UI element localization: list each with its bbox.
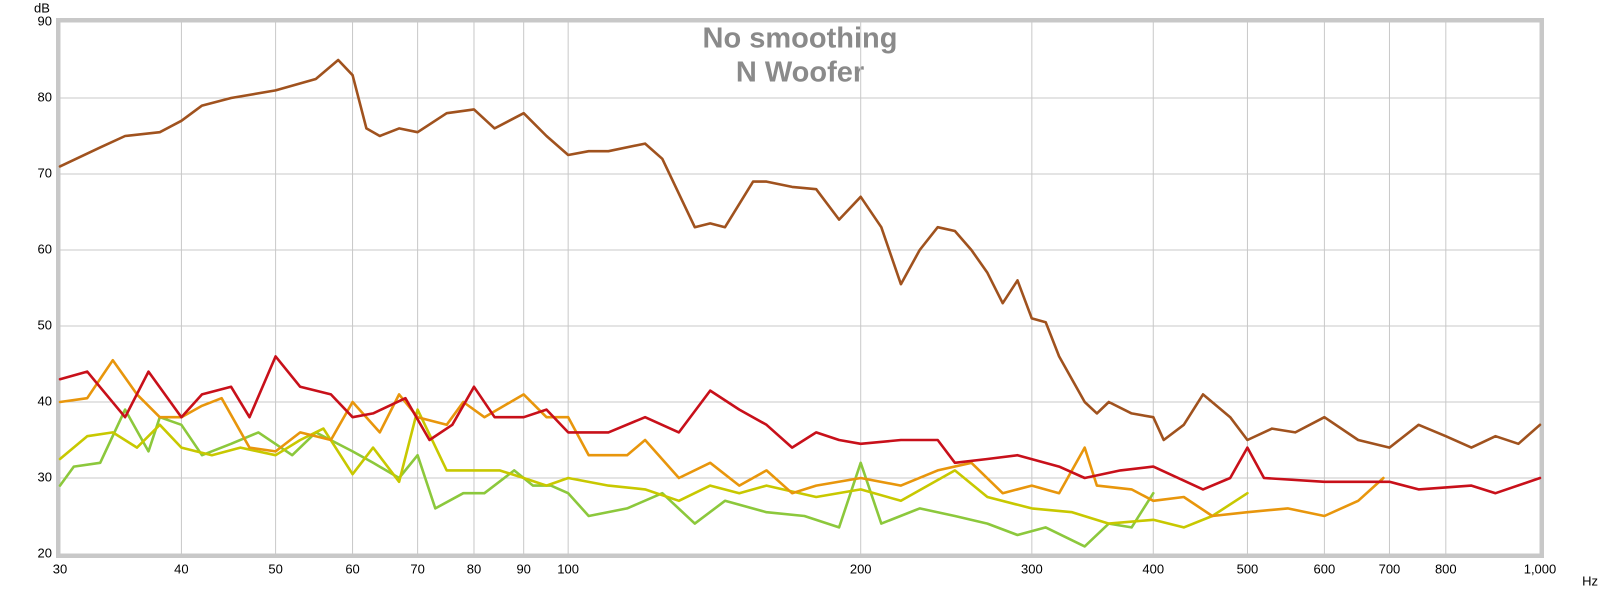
y-tick-label: 80	[38, 89, 52, 104]
x-axis-label: Hz	[1582, 573, 1598, 588]
x-tick-label: 90	[516, 561, 530, 576]
x-tick-label: 70	[410, 561, 424, 576]
x-tick-label: 600	[1314, 561, 1336, 576]
y-axis-label: dB	[34, 0, 50, 15]
x-tick-label: 1,000	[1524, 561, 1557, 576]
plot-frame	[56, 18, 1544, 558]
x-tick-label: 30	[53, 561, 67, 576]
x-tick-label: 50	[268, 561, 282, 576]
y-tick-label: 50	[38, 317, 52, 332]
series-line	[58, 408, 1249, 529]
x-tick-label: 100	[557, 561, 579, 576]
x-tick-label: 80	[467, 561, 481, 576]
y-tick-label: 70	[38, 165, 52, 180]
chart-subtitle: N Woofer	[736, 57, 864, 89]
chart-title: No smoothing	[703, 23, 898, 55]
y-tick-label: 40	[38, 393, 52, 408]
x-tick-label: 300	[1021, 561, 1043, 576]
y-tick-label: 90	[38, 13, 52, 28]
series-line	[58, 58, 1542, 449]
x-tick-label: 800	[1435, 561, 1457, 576]
x-tick-label: 200	[850, 561, 872, 576]
x-tick-label: 400	[1142, 561, 1164, 576]
x-tick-label: 500	[1237, 561, 1259, 576]
x-tick-label: 60	[345, 561, 359, 576]
y-tick-label: 20	[38, 545, 52, 560]
series-line	[58, 408, 1155, 548]
series-line	[58, 358, 1385, 518]
x-tick-label: 40	[174, 561, 188, 576]
series-line	[58, 355, 1542, 495]
x-tick-label: 700	[1379, 561, 1401, 576]
y-tick-label: 30	[38, 469, 52, 484]
y-tick-label: 60	[38, 241, 52, 256]
